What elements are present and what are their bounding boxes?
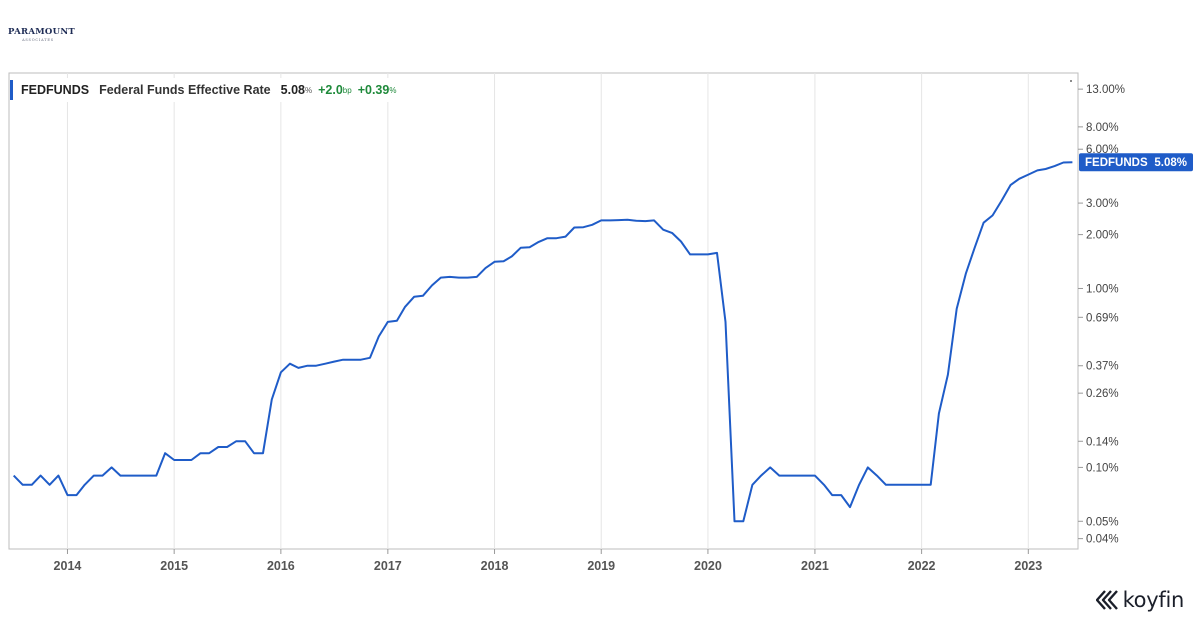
x-tick-label: 2023 <box>1014 559 1042 573</box>
x-tick-label: 2020 <box>694 559 722 573</box>
x-tick-label: 2019 <box>587 559 615 573</box>
paramount-logo: PARAMOUNT ASSOCIATES <box>8 27 76 42</box>
y-tick-label: 8.00% <box>1086 122 1119 134</box>
gridlines <box>66 73 1029 549</box>
x-tick-label: 2016 <box>267 559 295 573</box>
legend-change-bp: +2.0 <box>318 83 343 97</box>
y-tick-label: 0.26% <box>1086 388 1119 400</box>
y-tick-label: 0.69% <box>1086 312 1119 324</box>
series-line-fedfunds[interactable] <box>12 161 1073 523</box>
y-tick-label: 13.00% <box>1086 84 1125 96</box>
x-tick-label: 2018 <box>481 559 509 573</box>
legend-series-name: Federal Funds Effective Rate <box>99 83 271 97</box>
x-tick-label: 2021 <box>801 559 829 573</box>
y-tick-label: 0.10% <box>1086 462 1119 474</box>
legend-symbol: FEDFUNDS <box>21 83 90 97</box>
y-tick-label: 0.37% <box>1086 361 1119 373</box>
last-value-tag: FEDFUNDS 5.08% <box>1079 153 1193 172</box>
last-value-tag-label: FEDFUNDS <box>1085 157 1148 169</box>
plot-frame <box>8 72 1079 550</box>
y-tick-label: 0.04% <box>1086 534 1119 546</box>
legend-value-unit: % <box>304 85 313 95</box>
y-tick-label: 1.00% <box>1086 283 1119 295</box>
series-legend[interactable]: FEDFUNDS Federal Funds Effective Rate 5.… <box>10 78 403 102</box>
x-tick-label: 2015 <box>160 559 188 573</box>
koyfin-wordmark: koyfin <box>1122 588 1185 612</box>
legend-change-bp-unit: bp <box>342 85 352 95</box>
logo-wordmark: PARAMOUNT <box>8 27 76 37</box>
last-value-tag-value: 5.08% <box>1154 157 1187 169</box>
x-tick-label: 2017 <box>374 559 402 573</box>
x-tick-label: 2014 <box>54 559 82 573</box>
legend-change-pct-unit: % <box>389 85 397 95</box>
x-axis: 2014 2015 2016 2017 2018 2019 2020 2021 2022 2023 <box>54 549 1042 573</box>
last-value-tag-bg <box>1079 153 1193 172</box>
y-tick-label: 0.14% <box>1086 436 1119 448</box>
y-tick-label: 3.00% <box>1086 198 1119 210</box>
legend-color-marker <box>10 80 13 100</box>
y-tick-label: 2.00% <box>1086 230 1119 242</box>
y-tick-label: 0.05% <box>1086 516 1119 528</box>
x-tick-label: 2022 <box>908 559 936 573</box>
chart-menu-dot[interactable] <box>1070 80 1072 82</box>
logo-subtitle: ASSOCIATES <box>22 38 54 42</box>
koyfin-logo-icon <box>1095 590 1118 610</box>
legend-last-value: 5.08 <box>280 83 305 97</box>
koyfin-brand: koyfin <box>1095 588 1185 612</box>
y-axis: 13.00%8.00%6.00%3.00%2.00%1.00%0.69%0.37… <box>1078 84 1125 546</box>
legend-change-pct: +0.39 <box>357 83 390 97</box>
